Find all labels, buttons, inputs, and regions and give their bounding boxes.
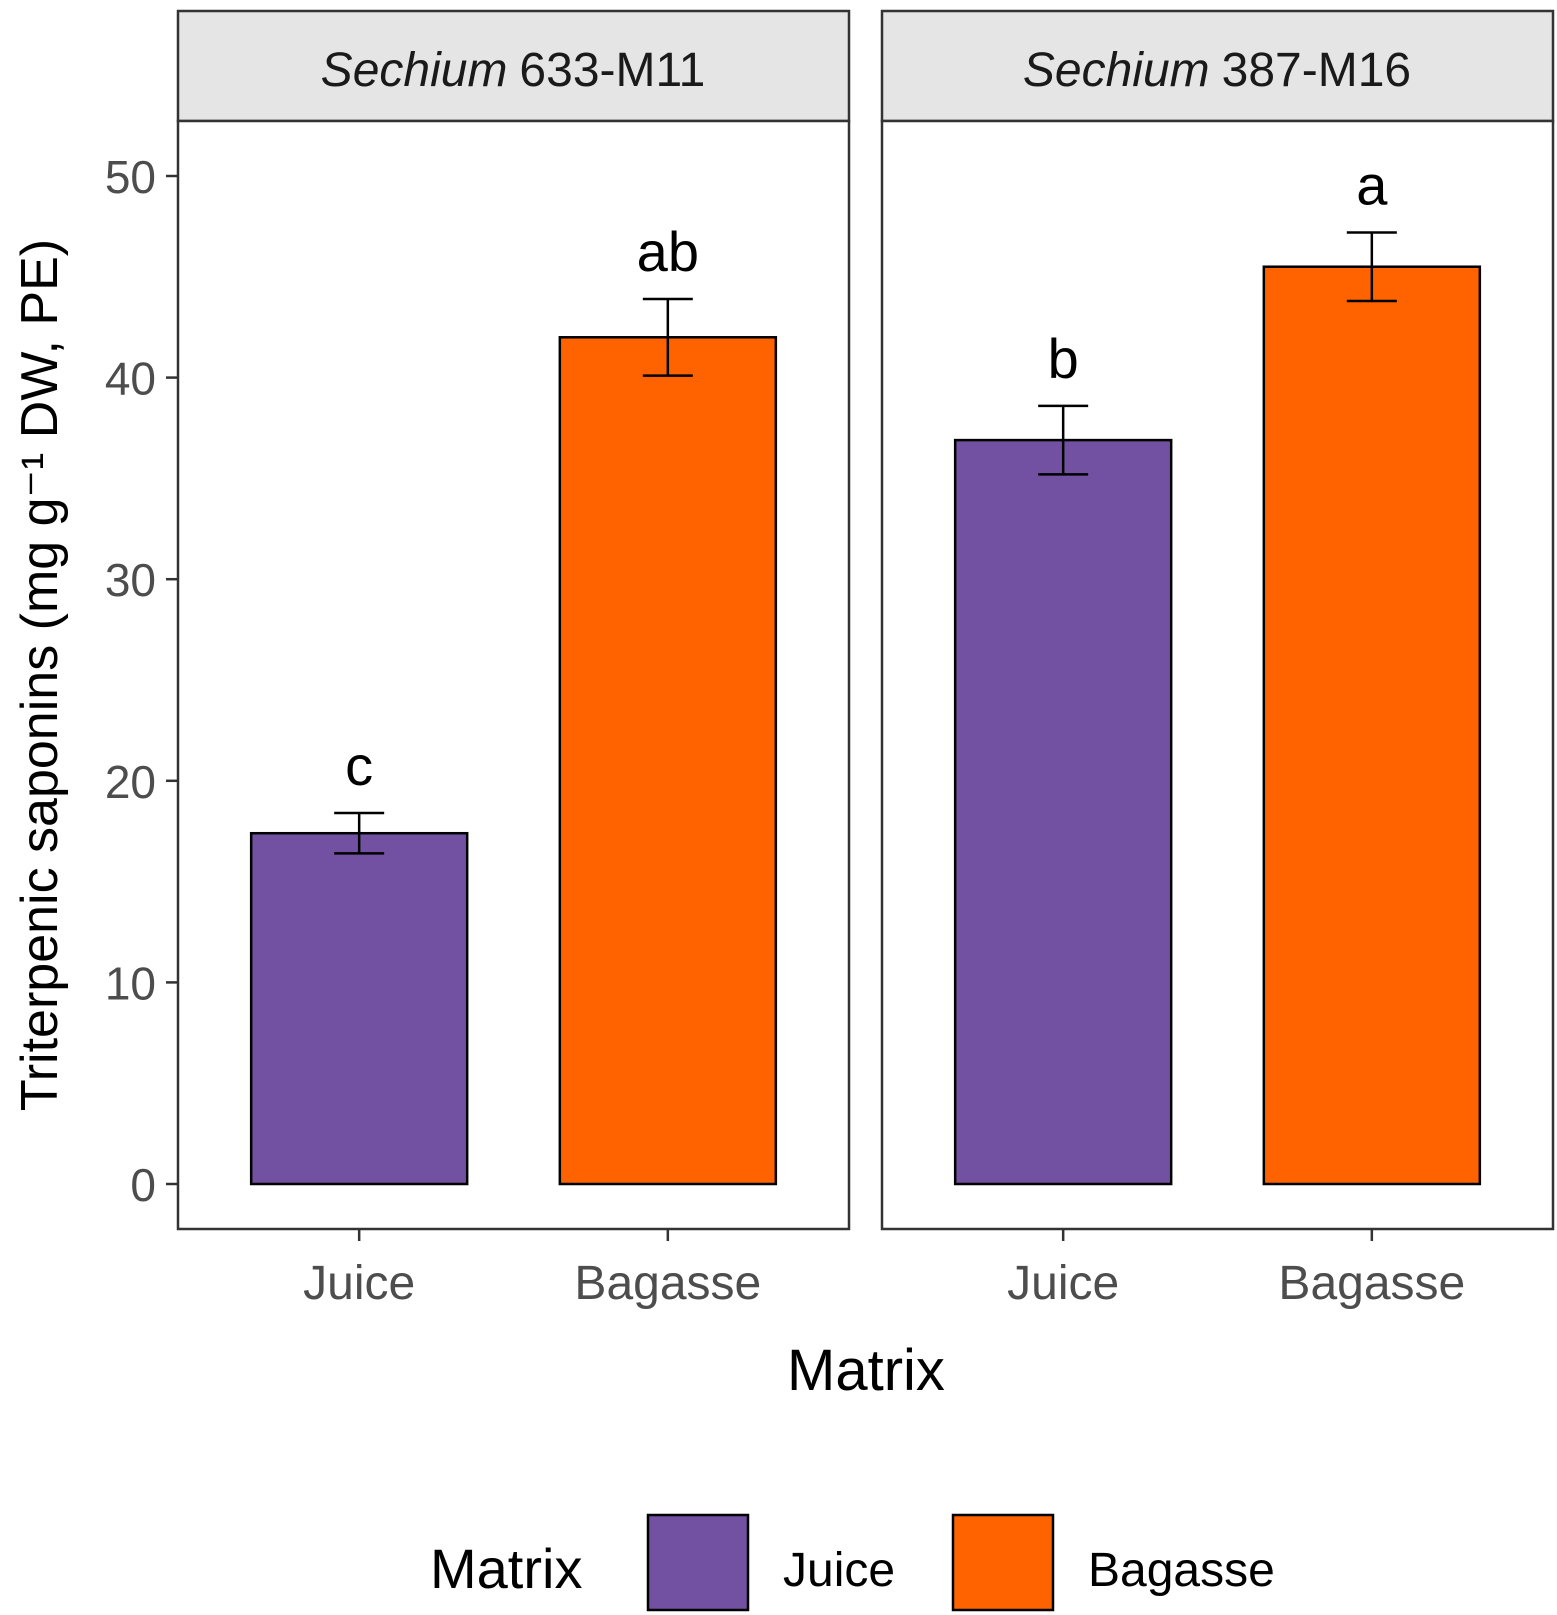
legend-swatch-juice [646, 1513, 750, 1612]
panel-sechium-387-m16: Sechium 387-M16 ba Juice Bagasse [880, 9, 1555, 1310]
bars: ba [953, 153, 1482, 1186]
y-tick-label: 30 [105, 554, 156, 606]
legend-label-juice: Juice [783, 1544, 895, 1597]
significance-letter: ab [637, 220, 699, 283]
x-tick-label: Juice [1007, 1257, 1119, 1310]
significance-letter: c [345, 734, 373, 797]
bar-bagasse [1262, 265, 1482, 1186]
y-tick-label: 0 [130, 1159, 156, 1211]
y-axis: 0 10 20 30 40 50 [105, 151, 178, 1211]
x-tick-label: Bagasse [574, 1257, 761, 1310]
legend-swatch-bagasse [951, 1513, 1055, 1612]
error-bar [642, 297, 693, 377]
bar-bagasse [558, 336, 778, 1186]
error-bar [1038, 404, 1089, 476]
x-axis: Juice Bagasse [303, 1229, 761, 1310]
significance-letter: b [1048, 327, 1079, 390]
error-bar [334, 811, 385, 855]
error-bar [1346, 231, 1397, 303]
y-tick-label: 50 [105, 151, 156, 203]
strip-title-rest: 633-M11 [519, 44, 705, 97]
bar-juice [249, 831, 469, 1186]
y-tick-label: 40 [105, 353, 156, 405]
legend-title: Matrix [430, 1537, 582, 1600]
strip-background [176, 9, 851, 123]
panel-sechium-633-m11: Sechium 633-M11 c ab Juice Bagasse [176, 9, 851, 1310]
x-axis-title: Matrix [787, 1338, 945, 1403]
y-tick-label: 20 [105, 756, 156, 808]
bars: c ab [249, 220, 778, 1186]
strip-title-rest: 387-M16 [1222, 44, 1411, 97]
x-tick-label: Juice [303, 1257, 415, 1310]
significance-letter: a [1356, 153, 1388, 216]
strip-title-italic: Sechium [321, 44, 508, 97]
x-axis: Juice Bagasse [1007, 1229, 1465, 1310]
y-tick-label: 10 [105, 957, 156, 1009]
strip-background [880, 9, 1555, 123]
legend: Matrix Juice Bagasse [430, 1513, 1275, 1612]
strip-title-italic: Sechium [1023, 44, 1210, 97]
y-axis-title: Triterpenic saponins (mg g⁻¹ DW, PE) [11, 239, 69, 1111]
strip-title: Sechium 633-M11 [321, 44, 706, 97]
x-tick-label: Bagasse [1278, 1257, 1465, 1310]
legend-label-bagasse: Bagasse [1088, 1544, 1275, 1597]
bar-juice [953, 438, 1173, 1186]
strip-title: Sechium 387-M16 [1023, 44, 1411, 97]
